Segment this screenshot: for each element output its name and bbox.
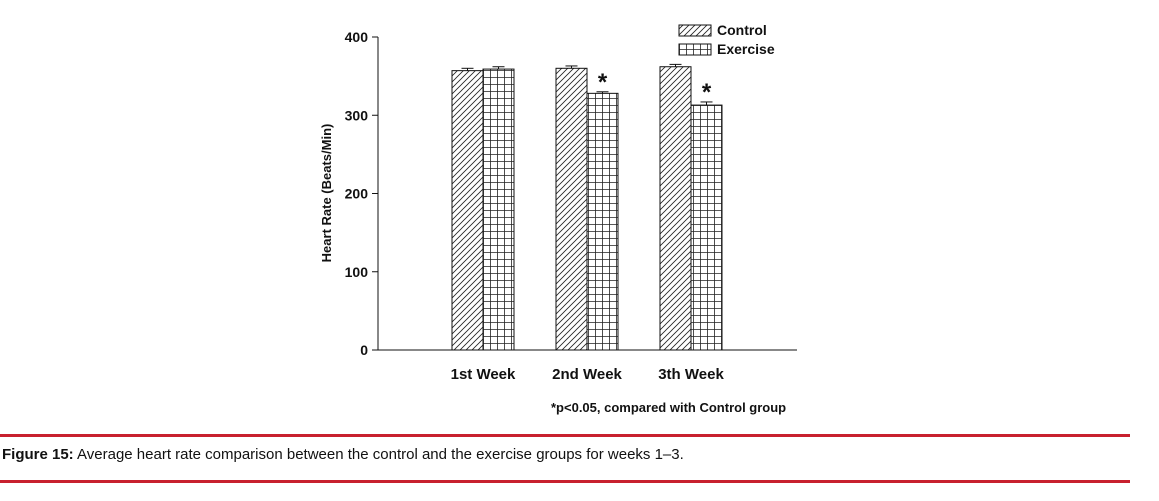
significance-asterisk: * [598,69,608,96]
significance-footnote: *p<0.05, compared with Control group [551,400,786,415]
bar-exercise [586,92,619,351]
bar-exercise [482,68,515,351]
caption-label: Figure 15: [2,446,74,463]
legend: Control Exercise [678,22,775,57]
category-label: 1st Week [451,366,516,383]
y-tick-label: 0 [360,342,368,358]
y-tick-label: 400 [345,29,369,45]
legend-swatch-exercise [678,43,712,56]
bars [451,63,723,351]
legend-label-control: Control [717,22,767,38]
bar-control [555,67,588,351]
y-ticks: 0 100 200 300 400 [345,29,378,358]
figure-caption: Figure 15: Average heart rate comparison… [2,446,684,463]
y-tick-label: 200 [345,186,369,202]
bar-control [451,70,484,351]
category-label: 3th Week [658,366,724,383]
significance-asterisk: * [702,79,712,106]
category-labels: 1st Week 2nd Week 3th Week [451,366,725,383]
y-tick-label: 300 [345,107,369,123]
bar-control [659,66,692,351]
significance-markers: * * [598,69,712,106]
heart-rate-chart: 0 100 200 300 400 1st Week 2nd Week 3th Week *… [319,22,797,415]
caption-text: Average heart rate comparison between th… [73,446,684,463]
legend-swatch-control [678,24,712,37]
bar-exercise [690,104,723,351]
y-axis-title: Heart Rate (Beats/Min) [319,124,334,263]
category-label: 2nd Week [552,366,622,383]
caption-bottom-rule [0,480,1130,483]
legend-label-exercise: Exercise [717,41,775,57]
caption-top-rule [0,434,1130,437]
y-tick-label: 100 [345,264,369,280]
